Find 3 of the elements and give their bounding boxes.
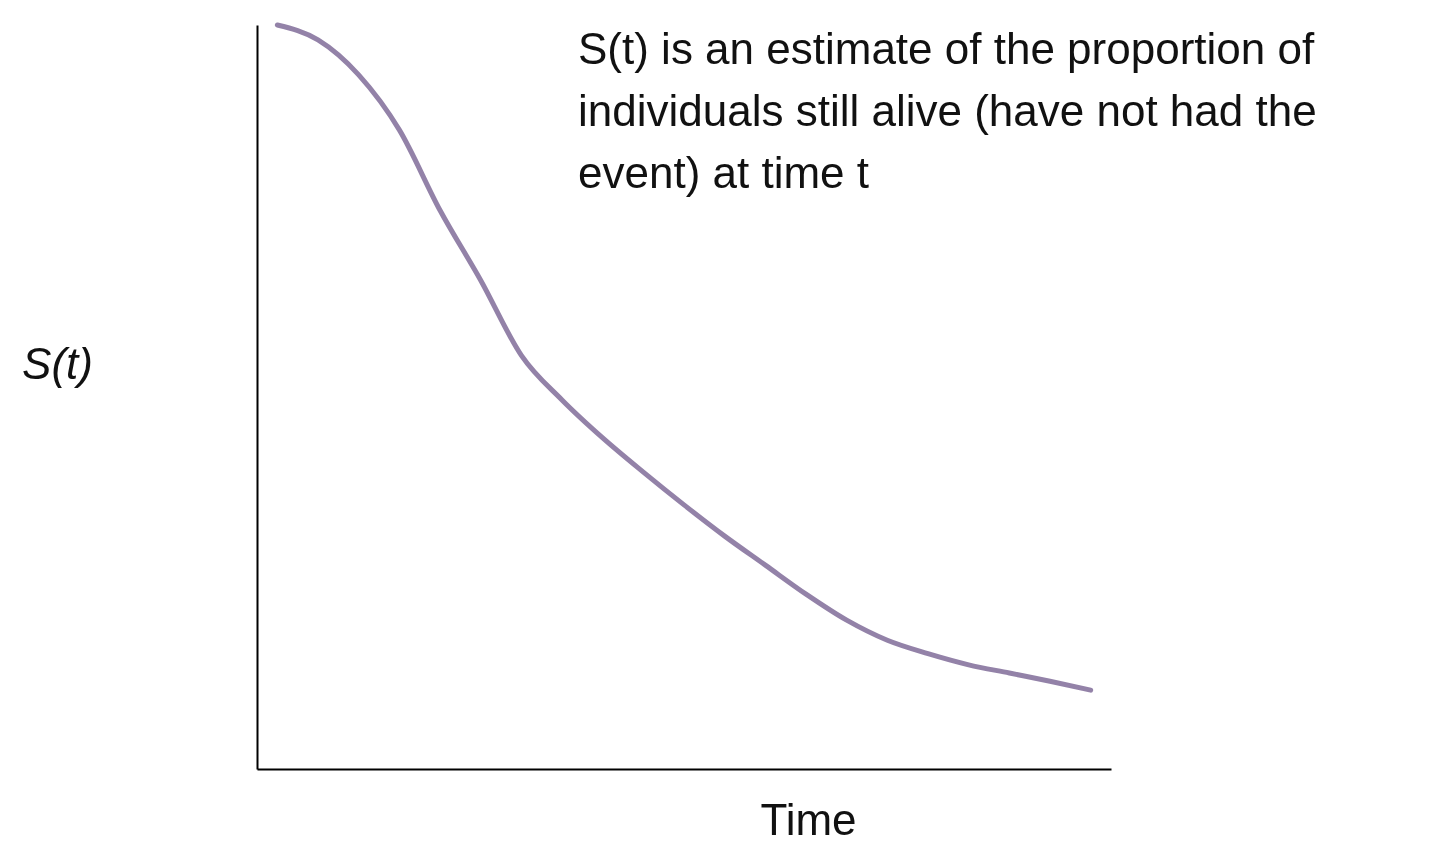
- annotation: S(t) is an estimate of the proportion of individuals still alive (have not had the event) at time t: [578, 23, 1318, 199]
- y-axis-title: S(t): [22, 338, 93, 388]
- x-axis-title: Time: [760, 794, 857, 844]
